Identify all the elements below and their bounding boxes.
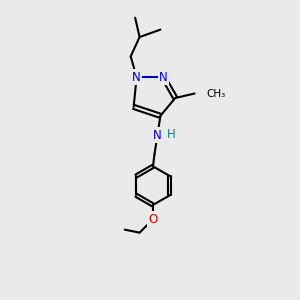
Text: O: O xyxy=(148,213,158,226)
Text: H: H xyxy=(167,128,175,141)
Text: N: N xyxy=(159,71,168,84)
Text: CH₃: CH₃ xyxy=(206,88,226,98)
Text: N: N xyxy=(132,71,141,84)
Text: N: N xyxy=(153,129,162,142)
